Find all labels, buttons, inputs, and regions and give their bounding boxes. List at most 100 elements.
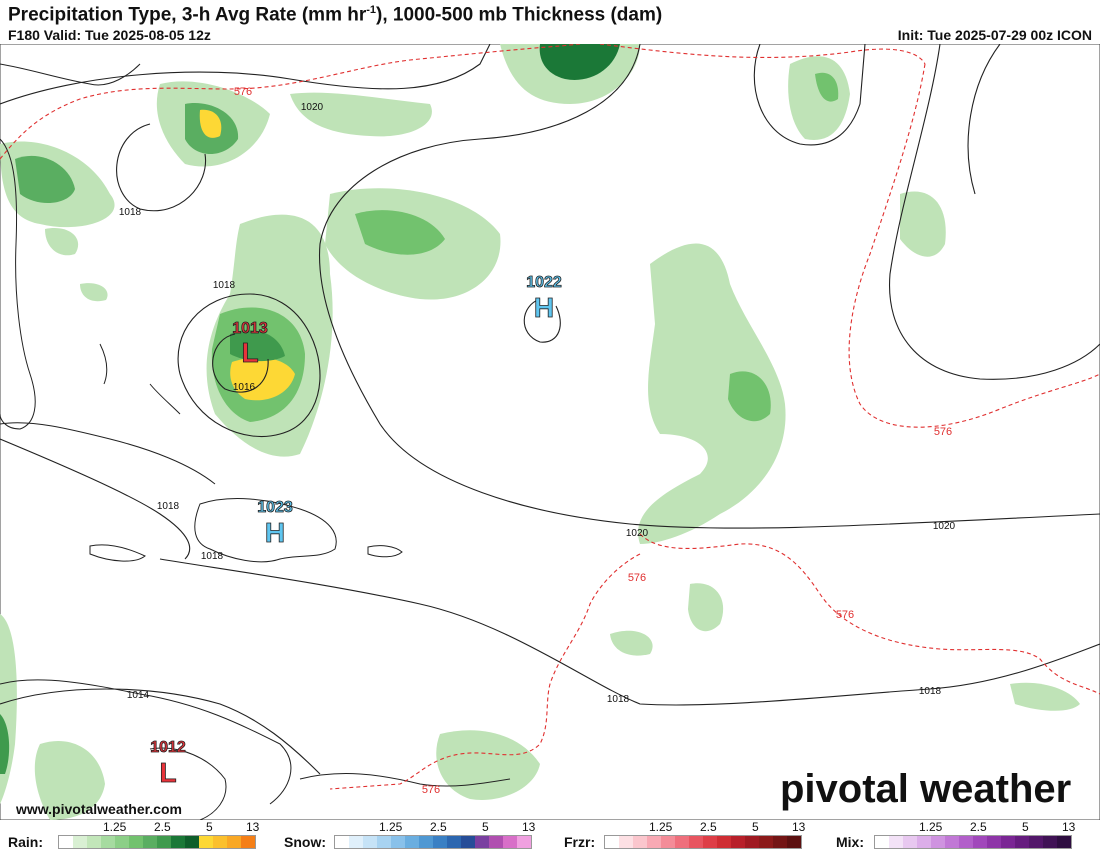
legend-frzr-swatch bbox=[661, 836, 675, 848]
thickness-label: 576 bbox=[836, 609, 854, 621]
legend-mix-swatch bbox=[889, 836, 903, 848]
legend-mix-label: Mix: bbox=[836, 834, 864, 850]
legend-mix-swatch bbox=[1029, 836, 1043, 848]
legend-mix-swatches bbox=[874, 835, 1072, 849]
legend-snow-swatch bbox=[503, 836, 517, 848]
legend-rain-swatch bbox=[213, 836, 227, 848]
legend-frzr-label: Frzr: bbox=[564, 834, 596, 850]
legend-mix-swatch bbox=[931, 836, 945, 848]
legend-snow-swatch bbox=[433, 836, 447, 848]
legend-snow-swatches bbox=[334, 835, 532, 849]
legend-frzr-swatch bbox=[605, 836, 619, 848]
precip-rain-area bbox=[0, 44, 1080, 820]
legend-rain-swatch bbox=[185, 836, 199, 848]
legend-frzr-swatch bbox=[703, 836, 717, 848]
precip-legend: Rain: 1.25 2.5 5 13 Snow: 1.25 2.5 5 13 … bbox=[0, 820, 1100, 850]
legend-mix-swatch bbox=[1015, 836, 1029, 848]
legend-snow-swatch bbox=[447, 836, 461, 848]
map-title: Precipitation Type, 3-h Avg Rate (mm hr-… bbox=[8, 4, 663, 26]
pressure-center-high-1022: 1022 H bbox=[526, 274, 562, 324]
isobar-label: 1014 bbox=[127, 690, 150, 701]
legend-mix-swatch bbox=[917, 836, 931, 848]
valid-time: F180 Valid: Tue 2025-08-05 12z bbox=[8, 27, 211, 43]
pressure-center-high-1023: 1023 H bbox=[257, 499, 293, 549]
legend-frzr-swatch bbox=[689, 836, 703, 848]
svg-text:1013: 1013 bbox=[232, 320, 268, 337]
isobars bbox=[0, 44, 1100, 775]
legend-rain-swatch bbox=[73, 836, 87, 848]
pivotal-weather-logo: pivotal weather bbox=[780, 767, 1071, 811]
legend-snow-swatch bbox=[335, 836, 349, 848]
isobar-label: 1018 bbox=[213, 280, 236, 291]
isobar-label: 1018 bbox=[201, 551, 224, 562]
pressure-center-low-1013: 1013 L bbox=[232, 320, 268, 369]
legend-rain-swatch bbox=[241, 836, 255, 848]
svg-text:H: H bbox=[534, 292, 554, 323]
legend-rain-swatch bbox=[199, 836, 213, 848]
isobar-label: 1018 bbox=[919, 686, 942, 697]
svg-text:1022: 1022 bbox=[526, 274, 562, 291]
isobar-label: 1018 bbox=[119, 207, 142, 218]
legend-snow-swatch bbox=[377, 836, 391, 848]
legend-frzr-swatch bbox=[619, 836, 633, 848]
init-time: Init: Tue 2025-07-29 00z ICON bbox=[897, 27, 1092, 43]
weather-map: 1020 1018 1018 1016 1018 1018 1020 1020 … bbox=[0, 44, 1100, 820]
legend-snow-swatch bbox=[419, 836, 433, 848]
legend-mix-swatch bbox=[945, 836, 959, 848]
isobar-label: 1020 bbox=[301, 102, 324, 113]
isobar-label: 1018 bbox=[157, 501, 180, 512]
legend-mix-swatch bbox=[987, 836, 1001, 848]
legend-mix-swatch bbox=[959, 836, 973, 848]
legend-rain-swatch bbox=[227, 836, 241, 848]
svg-text:L: L bbox=[159, 757, 176, 788]
legend-frzr-swatch bbox=[745, 836, 759, 848]
thickness-label: 576 bbox=[628, 572, 646, 584]
legend-snow-swatch bbox=[517, 836, 531, 848]
svg-text:pivotal weather: pivotal weather bbox=[780, 767, 1071, 811]
legend-mix-swatch bbox=[875, 836, 889, 848]
legend-rain-swatches bbox=[58, 835, 256, 849]
legend-rain-label: Rain: bbox=[8, 834, 43, 850]
svg-text:H: H bbox=[265, 517, 285, 548]
thickness-label: 576 bbox=[422, 784, 440, 796]
legend-snow-swatch bbox=[475, 836, 489, 848]
legend-mix-swatch bbox=[1057, 836, 1071, 848]
legend-rain-swatch bbox=[143, 836, 157, 848]
legend-rain-swatch bbox=[157, 836, 171, 848]
legend-mix-swatch bbox=[1043, 836, 1057, 848]
legend-snow-swatch bbox=[349, 836, 363, 848]
legend-rain-swatch bbox=[87, 836, 101, 848]
legend-frzr-swatch bbox=[647, 836, 661, 848]
legend-rain-swatch bbox=[171, 836, 185, 848]
legend-frzr-swatch bbox=[675, 836, 689, 848]
svg-text:1023: 1023 bbox=[257, 499, 293, 516]
legend-frzr-swatch bbox=[773, 836, 787, 848]
legend-snow-swatch bbox=[363, 836, 377, 848]
isobar-label: 1018 bbox=[607, 694, 630, 705]
pressure-center-low-1012: 1012 L bbox=[150, 739, 186, 789]
legend-frzr-swatches bbox=[604, 835, 802, 849]
thickness-labels: 576 576 576 576 576 bbox=[234, 86, 952, 796]
legend-mix-swatch bbox=[973, 836, 987, 848]
website-url: www.pivotalweather.com bbox=[15, 801, 182, 817]
legend-frzr-swatch bbox=[717, 836, 731, 848]
thickness-label: 576 bbox=[934, 426, 952, 438]
legend-frzr-swatch bbox=[787, 836, 801, 848]
legend-rain-swatch bbox=[59, 836, 73, 848]
legend-snow-swatch bbox=[461, 836, 475, 848]
legend-frzr-swatch bbox=[759, 836, 773, 848]
legend-mix-swatch bbox=[903, 836, 917, 848]
legend-mix-swatch bbox=[1001, 836, 1015, 848]
svg-text:L: L bbox=[241, 337, 258, 368]
legend-frzr-swatch bbox=[633, 836, 647, 848]
legend-snow-swatch bbox=[391, 836, 405, 848]
legend-rain-swatch bbox=[129, 836, 143, 848]
isobar-label: 1016 bbox=[233, 382, 256, 393]
legend-frzr-swatch bbox=[731, 836, 745, 848]
isobar-labels: 1020 1018 1018 1016 1018 1018 1020 1020 … bbox=[119, 102, 956, 705]
legend-snow-swatch bbox=[405, 836, 419, 848]
legend-snow-swatch bbox=[489, 836, 503, 848]
thickness-576-contours bbox=[0, 44, 1100, 790]
svg-text:1012: 1012 bbox=[150, 739, 186, 756]
legend-rain-swatch bbox=[115, 836, 129, 848]
